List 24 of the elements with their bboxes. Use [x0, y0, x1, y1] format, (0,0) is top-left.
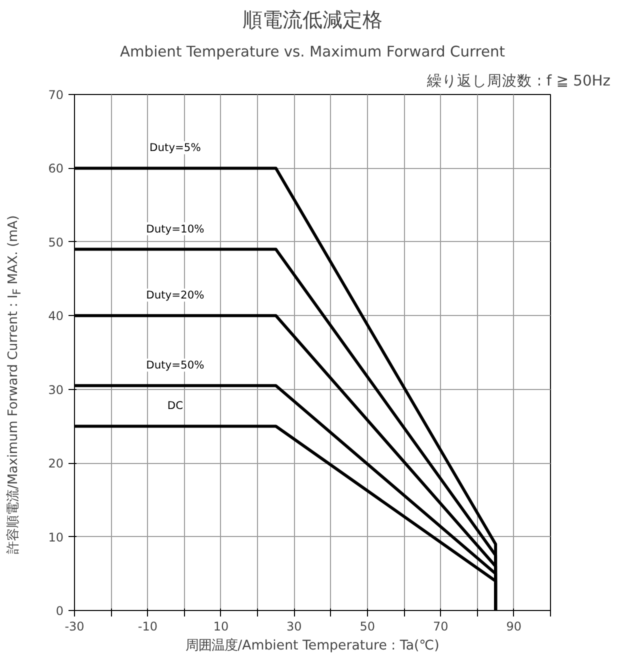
x-tick-label: 50	[360, 620, 376, 634]
x-tick-label: -10	[138, 620, 158, 634]
series-label: Duty=10%	[146, 222, 204, 236]
chart-subtitle: Ambient Temperature vs. Maximum Forward Current	[120, 44, 506, 60]
text: 繰り返し周波数 : f ≧ 50Hz	[426, 72, 611, 90]
series-label: Duty=5%	[150, 141, 201, 154]
y-tick-label: 70	[48, 88, 64, 102]
series-label: DC	[167, 399, 184, 412]
y-tick-label: 30	[48, 382, 64, 397]
x-tick-label: 90	[506, 620, 522, 634]
x-tick-label: 10	[213, 620, 229, 634]
x-tick-label: -30	[64, 620, 84, 634]
series-label: Duty=50%	[146, 358, 204, 372]
series-label: Duty=20%	[146, 288, 204, 302]
y-tick-label: 10	[48, 530, 64, 544]
x-tick-label: 30	[286, 620, 302, 634]
y-tick-label: 50	[48, 235, 64, 250]
y-tick-label: 40	[48, 309, 64, 324]
x-tick-label: 70	[433, 620, 448, 634]
x-axis-title: 周囲温度/Ambient Temperature : Ta(℃)	[186, 638, 440, 654]
y-tick-label: 0	[56, 604, 64, 618]
y-tick-label: 20	[48, 456, 64, 471]
y-tick-label: 60	[48, 162, 64, 176]
chart-title: 順電流低減定格	[242, 8, 382, 32]
